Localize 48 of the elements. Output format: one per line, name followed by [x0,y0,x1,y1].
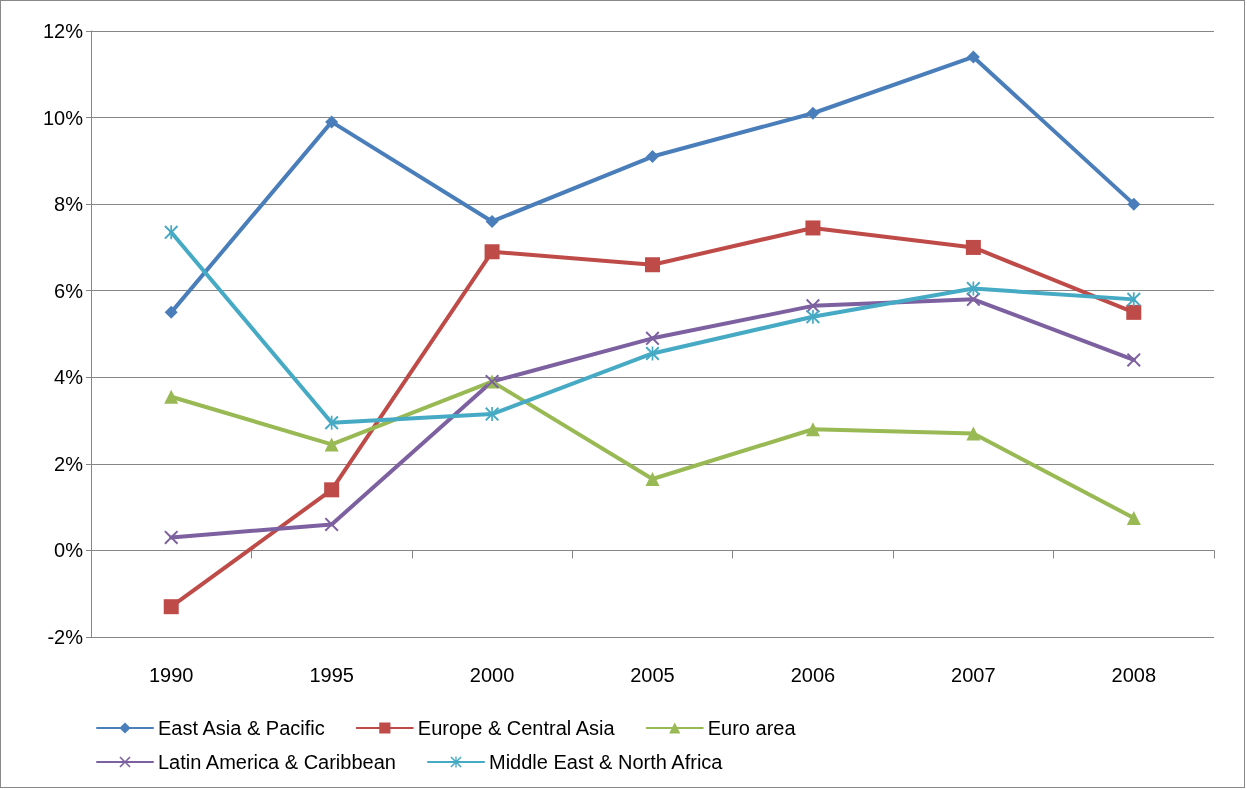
y-tick-label: 4% [54,366,84,389]
point [1126,352,1141,367]
point [805,422,820,437]
point [163,599,179,615]
point [1126,510,1141,525]
point [966,50,980,64]
point [325,115,339,129]
point [164,305,178,319]
point [966,426,981,441]
point [485,214,499,228]
point [324,517,339,532]
point [1126,304,1142,320]
legend-label: Latin America & Caribbean [158,751,396,773]
x-tick-label: 1990 [148,664,194,686]
point [805,220,821,236]
y-tick-label: 6% [54,279,84,302]
point [324,482,340,498]
point [645,472,660,487]
x-tick-label: 2008 [1111,664,1157,686]
point [164,530,179,545]
point [645,257,660,273]
y-tick-label: 2% [54,452,84,475]
y-tick-label: 0% [54,539,84,562]
point [646,150,659,164]
legend-label: Middle East & North Africa [489,751,724,773]
point [1127,197,1141,211]
point [324,437,339,452]
point [164,389,179,404]
point [805,309,820,324]
legend-label: Euro area [707,717,797,739]
y-tick-label: -2% [47,626,84,648]
point [485,407,500,422]
x-tick-label: 2005 [630,664,675,686]
point [1126,292,1141,307]
x-tick-label: 2007 [951,664,996,686]
x-tick-label: 2000 [469,664,515,686]
legend-label: Europe & Central Asia [417,717,616,739]
x-tick-label: 2006 [790,664,836,686]
point [806,106,820,120]
point [484,244,500,260]
point [965,239,981,255]
legend-label: East Asia & Pacific [158,717,325,739]
y-tick-label: 8% [54,193,84,216]
point [645,331,660,346]
x-tick-label: 1995 [309,664,354,686]
y-tick-label: 10% [42,106,84,129]
y-tick-label: 12% [42,20,84,42]
point [164,225,179,240]
